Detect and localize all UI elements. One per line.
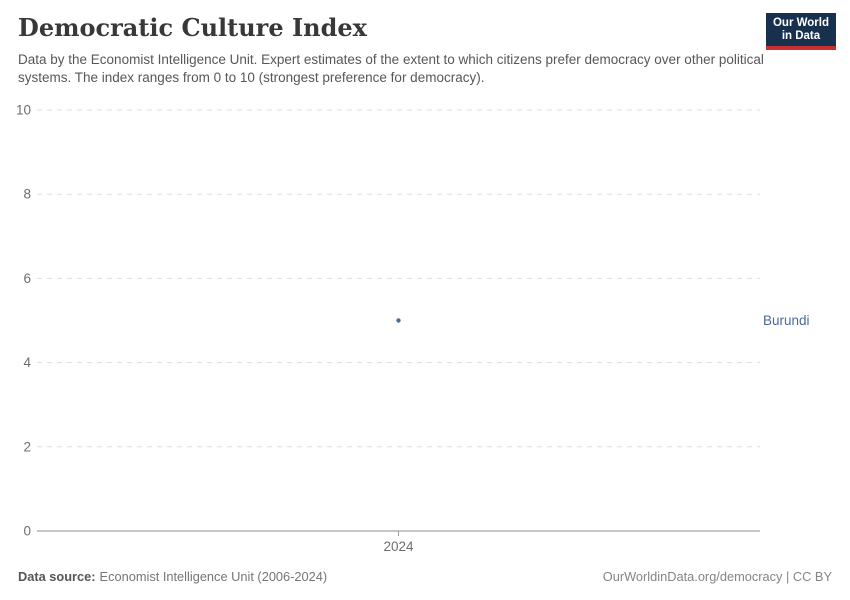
data-source-value: Economist Intelligence Unit (2006-2024): [99, 569, 328, 584]
data-source: Data source: Economist Intelligence Unit …: [18, 569, 327, 584]
y-tick-label: 0: [23, 524, 31, 539]
chart-footer: Data source: Economist Intelligence Unit …: [18, 569, 832, 584]
chart-title: Democratic Culture Index: [18, 13, 367, 42]
y-tick-label: 6: [23, 271, 31, 286]
y-tick-label: 10: [16, 103, 31, 118]
owid-logo-line1: Our World: [772, 17, 829, 29]
credit-link[interactable]: OurWorldinData.org/democracy | CC BY: [602, 569, 832, 584]
x-tick-label: 2024: [383, 539, 414, 554]
y-tick-label: 2: [23, 439, 31, 454]
data-source-label: Data source:: [18, 569, 96, 584]
y-tick-label: 4: [23, 355, 31, 370]
data-point[interactable]: [396, 318, 401, 323]
owid-logo-line2: in Data: [781, 30, 821, 42]
chart-subtitle: Data by the Economist Intelligence Unit.…: [18, 52, 764, 85]
owid-logo[interactable]: Our World in Data: [765, 13, 836, 50]
entity-label[interactable]: Burundi: [763, 313, 810, 328]
y-tick-label: 8: [23, 187, 31, 202]
